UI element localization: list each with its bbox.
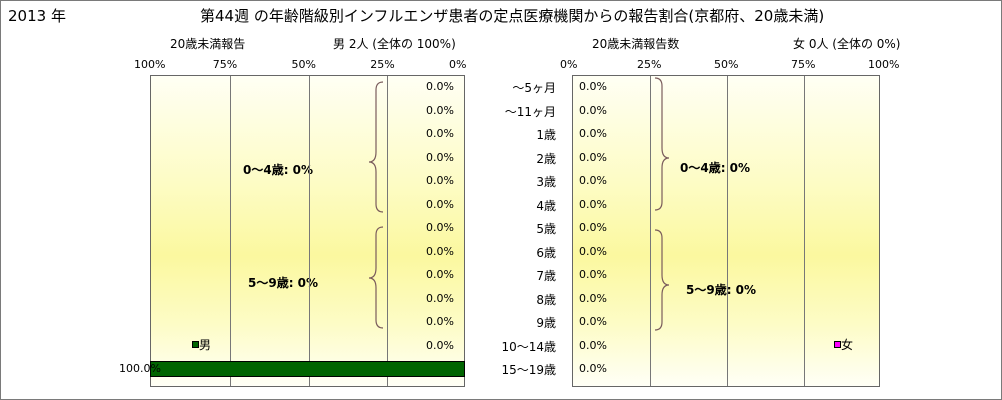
age-label: 4歳 xyxy=(536,198,556,213)
female-plot-area: 0〜4歳: 0% 5〜9歳: 0% 女 xyxy=(572,75,880,387)
male-value-label: 0.0% xyxy=(426,174,454,187)
right-gridline xyxy=(650,76,651,386)
male-value-label: 0.0% xyxy=(426,315,454,328)
left-tick-label: 75% xyxy=(212,58,238,71)
male-value-label: 0.0% xyxy=(426,338,454,352)
female-group-0-4-label: 0〜4歳: 0% xyxy=(680,161,751,175)
male-value-label: 0.0% xyxy=(426,221,454,234)
right-gridline xyxy=(727,76,728,386)
female-value-label: 0.0% xyxy=(579,268,607,281)
female-value-label: 0.0% xyxy=(579,291,607,305)
left-gridline xyxy=(229,76,231,386)
age-label: 1歳 xyxy=(536,128,556,142)
female-value-label: 0.0% xyxy=(579,338,607,352)
age-label: 5歳 xyxy=(536,222,556,236)
female-value-label: 0.0% xyxy=(579,244,607,258)
female-value-label: 0.0% xyxy=(579,80,607,93)
left-gridline xyxy=(308,76,310,386)
age-label: 6歳 xyxy=(536,245,556,260)
age-label: 9歳 xyxy=(536,316,556,330)
left-axis-title: 20歳未満報告 xyxy=(170,37,246,51)
female-value-label: 0.0% xyxy=(579,362,607,375)
left-gridline xyxy=(387,76,389,386)
male-value-label: 0.0% xyxy=(426,291,454,305)
female-legend-label: 女 xyxy=(841,338,854,352)
female-value-label: 0.0% xyxy=(579,197,607,211)
right-tick-label: 25% xyxy=(637,58,662,71)
male-value-label: 100.0% xyxy=(119,362,161,375)
female-value-label: 0.0% xyxy=(579,103,607,117)
right-tick-label: 50% xyxy=(714,58,739,71)
year-label: 2013 年 xyxy=(8,7,66,25)
age-label: 2歳 xyxy=(536,151,556,166)
male-value-label: 0.0% xyxy=(426,197,454,211)
male-bar xyxy=(150,361,465,377)
age-label: 8歳 xyxy=(536,292,556,307)
left-tick-label: 25% xyxy=(370,58,395,71)
male-group-5-9-label: 5〜9歳: 0% xyxy=(248,276,319,290)
female-value-label: 0.0% xyxy=(579,127,607,140)
female-group-5-9-label: 5〜9歳: 0% xyxy=(686,283,757,297)
left-tick-label: 50% xyxy=(291,58,316,71)
male-value-label: 0.0% xyxy=(426,150,454,164)
male-value-label: 0.0% xyxy=(426,103,454,117)
chart-title: 第44週 の年齢階級別インフルエンザ患者の定点医療機関からの報告割合(京都府、2… xyxy=(200,7,825,25)
female-value-label: 0.0% xyxy=(579,221,607,234)
male-plot-area: 0〜4歳: 0% 5〜9歳: 0% 男 xyxy=(150,75,465,387)
right-tick-label: 75% xyxy=(791,58,816,71)
right-tick-label: 100% xyxy=(868,58,900,71)
left-tick-label: 100% xyxy=(134,58,166,71)
female-value-label: 0.0% xyxy=(579,150,607,164)
age-label: 10〜14歳 xyxy=(501,339,556,354)
male-value-label: 0.0% xyxy=(426,127,454,140)
male-value-label: 0.0% xyxy=(426,80,454,93)
age-label: 7歳 xyxy=(536,269,556,283)
female-legend-swatch xyxy=(834,341,841,348)
male-legend-swatch xyxy=(192,341,199,348)
age-label: 15〜19歳 xyxy=(501,363,556,377)
male-legend-label: 男 xyxy=(199,338,212,352)
right-gridline xyxy=(804,76,805,386)
female-summary: 女 0人 (全体の 0%) xyxy=(793,37,901,51)
male-group-0-4-label: 0〜4歳: 0% xyxy=(243,163,314,177)
age-label: 〜11ヶ月 xyxy=(504,104,556,119)
female-value-label: 0.0% xyxy=(579,174,607,187)
female-value-label: 0.0% xyxy=(579,315,607,328)
left-tick-label: 0% xyxy=(449,58,467,71)
age-label: 3歳 xyxy=(536,175,556,189)
age-label: 〜5ヶ月 xyxy=(512,81,556,95)
male-summary: 男 2人 (全体の 100%) xyxy=(333,37,456,51)
male-value-label: 0.0% xyxy=(426,244,454,258)
male-value-label: 0.0% xyxy=(426,268,454,281)
right-tick-label: 0% xyxy=(560,58,578,71)
right-axis-title: 20歳未満報告数 xyxy=(592,37,680,51)
